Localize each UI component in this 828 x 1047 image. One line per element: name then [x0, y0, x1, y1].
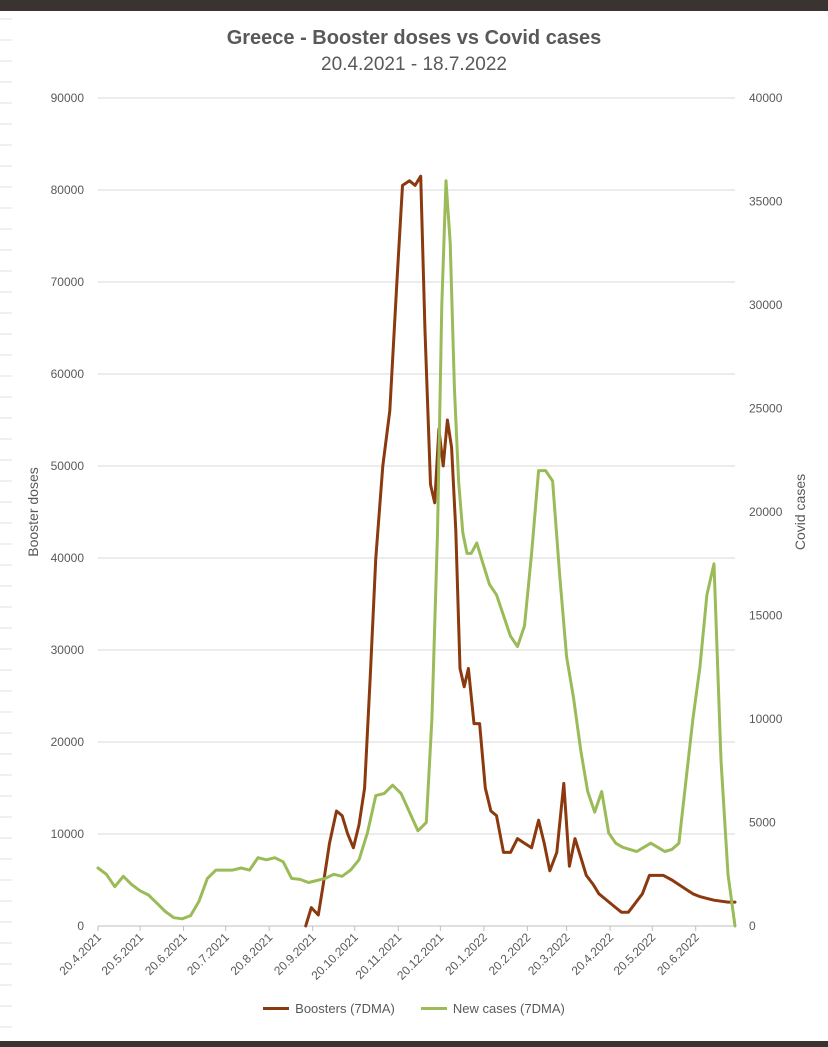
- legend-swatch-new-cases: [420, 1007, 447, 1010]
- right-tick-label: 25000: [749, 402, 783, 416]
- right-tick-label: 35000: [749, 195, 783, 209]
- left-tick-label: 90000: [51, 91, 85, 105]
- x-axis-ticks: 20.4.202120.5.202120.6.202120.7.202120.8…: [56, 926, 702, 983]
- spreadsheet-edge-decoration: [0, 18, 12, 1028]
- left-tick-label: 40000: [51, 551, 85, 565]
- right-axis-title: Covid cases: [792, 474, 808, 550]
- legend-swatch-boosters: [263, 1007, 290, 1010]
- left-tick-label: 30000: [51, 643, 85, 657]
- left-axis-title: Booster doses: [25, 467, 41, 557]
- legend-item-boosters: Boosters (7DMA): [263, 1001, 395, 1016]
- right-tick-label: 5000: [749, 816, 776, 830]
- right-tick-label: 10000: [749, 712, 783, 726]
- right-tick-label: 20000: [749, 505, 783, 519]
- chart-frame: Greece - Booster doses vs Covid cases 20…: [0, 11, 828, 1041]
- x-tick-label: 20.6.2021: [142, 930, 190, 978]
- left-tick-label: 70000: [51, 275, 85, 289]
- chart-plot: 0100002000030000400005000060000700008000…: [25, 91, 808, 983]
- right-tick-label: 15000: [749, 609, 783, 623]
- x-tick-label: 20.4.2021: [56, 930, 104, 978]
- legend-item-new-cases: New cases (7DMA): [420, 1001, 565, 1016]
- x-tick-label: 20.3.2022: [525, 930, 573, 978]
- legend-label-boosters: Boosters (7DMA): [295, 1001, 395, 1016]
- right-tick-label: 30000: [749, 298, 783, 312]
- left-tick-label: 10000: [51, 827, 85, 841]
- left-tick-label: 0: [77, 919, 84, 933]
- x-tick-label: 20.5.2021: [99, 930, 147, 978]
- right-tick-label: 0: [749, 919, 756, 933]
- series-layer: [96, 174, 737, 928]
- right-axis-ticks: 0 5000 10000 15000 20000 25000 30000 35000 40000: [749, 91, 783, 933]
- x-tick-label: 20.1.2022: [442, 930, 490, 978]
- left-tick-label: 20000: [51, 735, 85, 749]
- series-line-new-cases: [96, 179, 737, 928]
- left-tick-label: 50000: [51, 459, 85, 473]
- right-tick-label: 40000: [749, 91, 783, 105]
- x-tick-label: 20.4.2022: [569, 930, 617, 978]
- left-tick-label: 80000: [51, 183, 85, 197]
- x-tick-label: 20.7.2021: [184, 930, 232, 978]
- chart-title: Greece - Booster doses vs Covid cases: [226, 27, 602, 49]
- legend-label-new-cases: New cases (7DMA): [452, 1001, 565, 1016]
- x-tick-label: 20.5.2022: [611, 930, 659, 978]
- chart-gridlines: [98, 97, 735, 835]
- x-tick-label: 20.8.2021: [228, 930, 276, 978]
- left-axis-ticks: 0 10000 20000 30000 40000 50000 60000 70000 8000…: [51, 91, 85, 933]
- left-tick-label: 60000: [51, 367, 85, 381]
- series-line-boosters: [304, 174, 737, 928]
- chart-subtitle: 20.4.2021 - 18.7.2022: [321, 54, 507, 75]
- chart-legend: Boosters (7DMA) New cases (7DMA): [0, 1001, 828, 1016]
- x-tick-label: 20.6.2022: [654, 930, 702, 978]
